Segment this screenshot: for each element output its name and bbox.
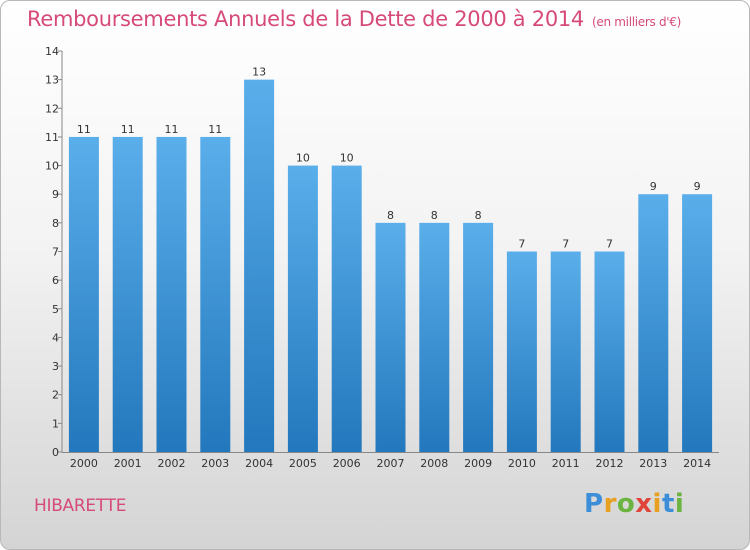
data-label-2002: 11	[165, 123, 179, 136]
y-tick-label-0: 0	[52, 446, 59, 459]
bar-2009	[463, 222, 494, 452]
y-tick-label-9: 9	[52, 188, 59, 201]
bar-2003	[200, 136, 231, 452]
y-tick-label-12: 12	[45, 102, 59, 115]
data-label-2004: 13	[252, 66, 266, 79]
bar-2000	[68, 136, 99, 452]
y-tick-label-7: 7	[52, 246, 59, 259]
data-label-2013: 9	[650, 180, 657, 193]
data-label-2000: 11	[77, 123, 91, 136]
data-label-2010: 7	[518, 238, 525, 251]
x-tick-label-2000: 2000	[70, 457, 98, 470]
y-tick-label-8: 8	[52, 217, 59, 230]
bar-2007	[375, 222, 406, 452]
data-label-2005: 10	[296, 152, 310, 165]
x-tick-label-2007: 2007	[377, 457, 405, 470]
y-tick-label-5: 5	[52, 303, 59, 316]
x-tick-label-2010: 2010	[508, 457, 536, 470]
y-tick-label-1: 1	[52, 417, 59, 430]
x-tick-label-2014: 2014	[683, 457, 711, 470]
x-tick-label-2001: 2001	[114, 457, 142, 470]
logo-letter: t	[661, 489, 675, 519]
logo-letter: o	[616, 489, 636, 519]
data-label-2014: 9	[694, 180, 701, 193]
bar-2010	[506, 251, 537, 452]
logo-letter: r	[603, 489, 617, 519]
place-name: HIBARETTE	[34, 496, 127, 516]
x-tick-label-2004: 2004	[245, 457, 273, 470]
data-label-2001: 11	[121, 123, 135, 136]
data-label-2009: 8	[475, 209, 482, 222]
bar-2011	[550, 251, 581, 452]
y-tick-label-14: 14	[45, 45, 59, 58]
bar-2012	[594, 251, 625, 452]
logo-letter: i	[652, 489, 662, 519]
x-tick-label-2006: 2006	[333, 457, 361, 470]
bar-2006	[331, 165, 362, 453]
bar-2005	[287, 165, 318, 453]
x-tick-label-2012: 2012	[596, 457, 624, 470]
bar-2013	[638, 194, 669, 452]
x-tick-label-2005: 2005	[289, 457, 317, 470]
y-tick-label-4: 4	[52, 331, 59, 344]
y-tick-label-6: 6	[52, 274, 59, 287]
data-label-2011: 7	[562, 238, 569, 251]
data-label-2008: 8	[431, 209, 438, 222]
logo-letter: x	[635, 489, 653, 519]
data-label-2007: 8	[387, 209, 394, 222]
x-tick-label-2003: 2003	[201, 457, 229, 470]
y-tick-label-3: 3	[52, 360, 59, 373]
logo-letter: P	[584, 489, 604, 519]
chart-title-text: Remboursements Annuels de la Dette de 20…	[27, 7, 584, 31]
logo-letter: i	[674, 489, 685, 519]
y-tick-label-13: 13	[45, 74, 59, 87]
x-tick-label-2009: 2009	[464, 457, 492, 470]
y-tick-label-2: 2	[52, 389, 59, 402]
data-label-2012: 7	[606, 238, 613, 251]
y-tick-label-11: 11	[45, 131, 59, 144]
unit-note: (en milliers d'€)	[592, 15, 682, 29]
x-tick-label-2002: 2002	[158, 457, 186, 470]
bar-2014	[682, 194, 713, 452]
x-tick-label-2011: 2011	[552, 457, 580, 470]
bar-2002	[156, 136, 187, 452]
bar-2008	[419, 222, 450, 452]
bar-2004	[244, 79, 275, 453]
chart-title: Remboursements Annuels de la Dette de 20…	[27, 7, 681, 31]
y-tick-label-10: 10	[45, 160, 59, 173]
proxiti-logo: Proxiti	[584, 489, 684, 519]
data-label-2006: 10	[340, 152, 354, 165]
x-tick-label-2008: 2008	[420, 457, 448, 470]
x-tick-label-2013: 2013	[639, 457, 667, 470]
bar-2001	[112, 136, 143, 452]
data-label-2003: 11	[208, 123, 222, 136]
